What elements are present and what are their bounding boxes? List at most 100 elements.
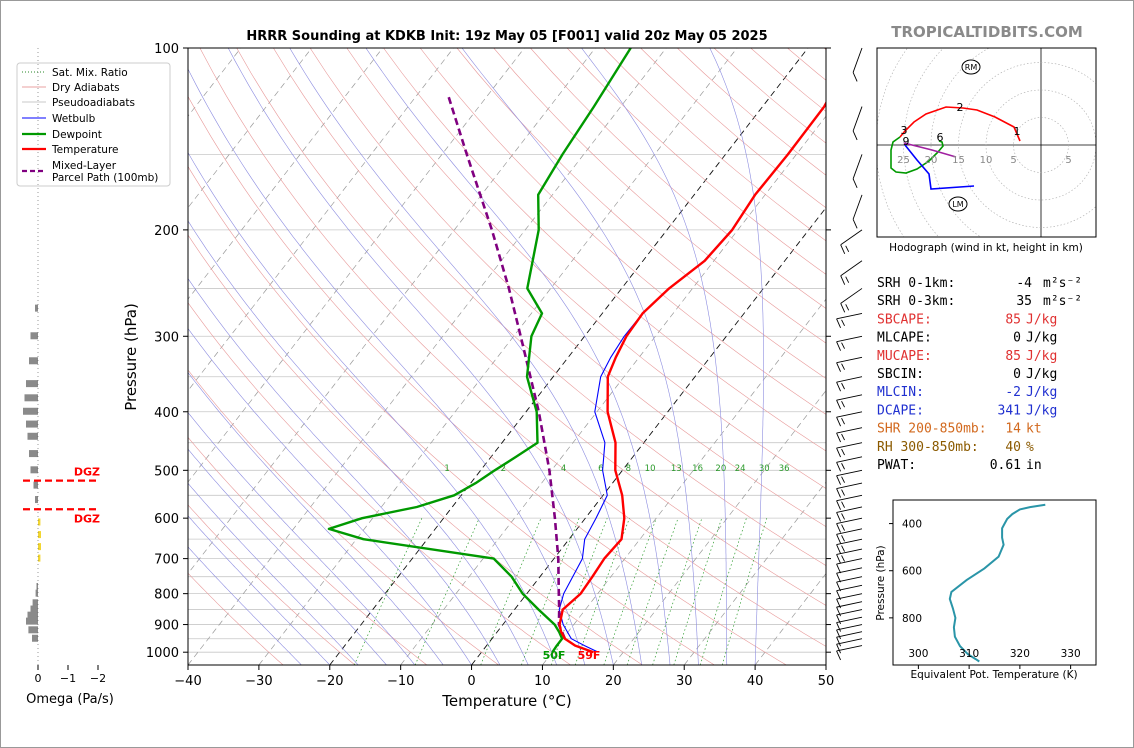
mixing-ratio-line: [574, 518, 630, 665]
barb-feather: [836, 563, 841, 574]
legend-item-temperature: Temperature: [22, 144, 119, 156]
mixing-ratio-line: [480, 518, 542, 665]
isotherm: [188, 48, 667, 665]
barb-staff: [836, 624, 863, 631]
mixing-ratio-label: 8: [626, 464, 631, 474]
pseudoadiabat: [461, 48, 699, 665]
isotherm: [188, 48, 525, 483]
barb-feather: [836, 488, 841, 498]
mixing-ratio-line: [521, 518, 580, 665]
barb-feather: [836, 581, 841, 592]
legend-label: Dewpoint: [52, 129, 102, 141]
mixing-ratio-label: 6: [598, 464, 603, 474]
barb-staff: [852, 106, 863, 132]
barb-staff: [836, 576, 863, 583]
barb-feather: [841, 513, 845, 520]
index-label: MLCAPE:: [877, 331, 932, 346]
index-row: SRH 0-1km: -4 m²s⁻²: [877, 276, 1082, 291]
y-tick-label: 800: [154, 588, 179, 603]
x-tick-label: 40: [747, 674, 764, 689]
index-row: DCAPE: 341 J/kg: [877, 403, 1057, 418]
skewt-panel: 1 2 4 6 8 10 13 16 20 24 30 36 −40 −30 −20 −10 0 10 20 30 4…: [16, 29, 863, 710]
hodograph-segment-0-3km: [899, 106, 1021, 142]
index-value: 0.61: [990, 458, 1021, 473]
barb-feather: [840, 275, 846, 285]
omega-ticks: 0 −1 −2: [35, 665, 106, 685]
surface-temperature-label: 59F: [578, 649, 601, 662]
mixing-ratio-label: 30: [759, 464, 770, 474]
pseudoadiabat: [188, 372, 444, 665]
omega-bar: [26, 380, 38, 388]
hodograph-caption: Hodograph (wind in kt, height in km): [889, 242, 1083, 254]
wind-barb: [836, 616, 863, 632]
skewt-ticks: −40 −30 −20 −10 0 10 20 30 40 50 100 200 300 400 500 60…: [146, 42, 834, 689]
barb-feather: [840, 244, 846, 254]
barb-staff: [836, 376, 863, 383]
hodograph-ring: [903, 48, 945, 237]
barb-feather: [836, 500, 841, 510]
x-tick-label: −30: [245, 674, 272, 689]
barb-feather: [836, 400, 841, 410]
omega-bar: [38, 518, 41, 526]
barb-staff: [836, 356, 863, 364]
skewt-profiles: [327, 48, 826, 654]
barb-feather: [841, 535, 845, 542]
storm-marker-label: LM: [952, 200, 963, 209]
barb-staff: [836, 609, 863, 616]
barb-feather: [845, 245, 850, 252]
barb-staff: [852, 154, 863, 179]
dry-adiabat: [199, 48, 826, 647]
omega-tick-label: −2: [90, 672, 106, 685]
barb-staff: [836, 638, 863, 645]
barb-feather: [845, 276, 850, 283]
index-unit: J/kg: [1026, 367, 1057, 382]
barb-feather: [852, 219, 858, 229]
dry-adiabat: [188, 504, 356, 665]
wind-barb: [836, 528, 863, 544]
hodograph-ring-label: 5: [1065, 155, 1071, 166]
wind-barb: [852, 194, 863, 229]
pseudoadiabat: [227, 48, 614, 665]
index-value: 40: [1005, 440, 1021, 455]
isotherm: [188, 48, 313, 209]
temperature-line: [558, 100, 826, 654]
pseudoadiabat: [581, 48, 728, 665]
omega-bar: [38, 543, 41, 551]
mixing-ratio-line: [652, 518, 703, 665]
index-row: MLCAPE: 0 J/kg: [877, 331, 1057, 346]
theta-e-y-tick-label: 800: [902, 613, 922, 625]
pseudoadiabat: [709, 48, 764, 665]
theta-e-panel: 300 310 320 330 400 600 800 Equivalent Pot. Te…: [875, 499, 1097, 681]
index-value: 85: [1005, 312, 1021, 327]
index-label: SBCAPE:: [877, 312, 932, 327]
hodograph-ring: [1013, 117, 1069, 173]
omega-bar: [30, 605, 38, 613]
barb-staff: [836, 601, 863, 608]
barb-staff: [840, 229, 863, 246]
x-tick-label: −40: [174, 674, 201, 689]
theta-e-x-axis-label: Equivalent Pot. Temperature (K): [910, 669, 1077, 681]
isotherm: [329, 48, 809, 665]
y-tick-label: 400: [154, 406, 179, 421]
hodograph-ring: [985, 89, 1096, 201]
height-label: 9: [903, 135, 910, 148]
y-tick-label: 300: [154, 330, 179, 345]
isotherm: [613, 390, 826, 665]
wind-barb: [840, 229, 863, 254]
barb-feather: [841, 417, 845, 425]
index-label: MUCAPE:: [877, 349, 932, 364]
isotherm: [188, 48, 596, 575]
barb-feather: [836, 462, 841, 472]
legend-label: Wetbulb: [52, 113, 96, 125]
dry-adiabat: [309, 48, 826, 528]
theta-e-y-tick-label: 400: [902, 519, 922, 531]
barb-staff: [852, 47, 863, 73]
y-tick-label: 700: [154, 553, 179, 568]
wind-barb: [836, 517, 863, 533]
index-label: SHR 200-850mb:: [877, 422, 987, 437]
index-row: RH 300-850mb: 40%: [877, 440, 1034, 455]
index-value: 35: [1016, 294, 1032, 309]
legend-label-line: Parcel Path (100mb): [52, 172, 158, 184]
barb-feather: [836, 544, 841, 554]
isotherm: [542, 298, 826, 665]
